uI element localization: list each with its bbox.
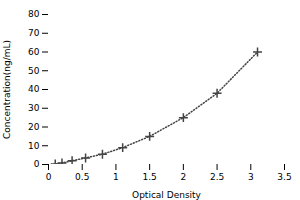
svg-text:0.5: 0.5	[75, 172, 89, 182]
svg-text:10: 10	[28, 141, 40, 151]
svg-text:Optical Density: Optical Density	[132, 190, 202, 200]
svg-text:2.5: 2.5	[210, 172, 224, 182]
svg-text:70: 70	[28, 28, 40, 38]
svg-text:50: 50	[28, 66, 40, 76]
svg-text:80: 80	[28, 9, 40, 19]
svg-text:3: 3	[248, 172, 254, 182]
svg-text:1.5: 1.5	[142, 172, 156, 182]
svg-text:20: 20	[28, 122, 40, 132]
svg-text:30: 30	[28, 103, 40, 113]
svg-text:2: 2	[180, 172, 186, 182]
svg-text:40: 40	[28, 84, 40, 94]
svg-text:Concentration(ng/mL): Concentration(ng/mL)	[2, 40, 12, 139]
svg-text:0: 0	[34, 159, 40, 169]
svg-text:3.5: 3.5	[277, 172, 291, 182]
svg-text:1: 1	[113, 172, 119, 182]
svg-text:60: 60	[28, 47, 40, 57]
svg-text:0: 0	[46, 172, 52, 182]
